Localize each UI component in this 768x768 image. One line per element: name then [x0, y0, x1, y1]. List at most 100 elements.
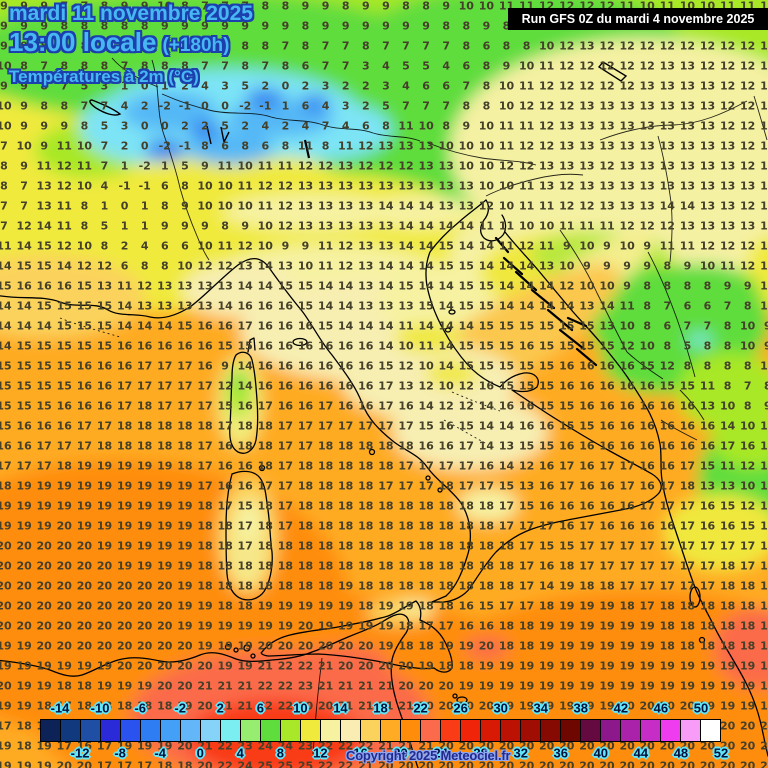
grid-temperature-value: 8 [0, 159, 8, 173]
grid-temperature-value: 12 [639, 219, 655, 233]
grid-temperature-value: -1 [178, 139, 192, 153]
grid-temperature-value: 13 [599, 179, 615, 193]
grid-temperature-value: 17 [96, 739, 113, 753]
model-run-info-box: Run GFS 0Z du mardi 4 novembre 2025 [508, 8, 768, 30]
grid-temperature-value: 18 [257, 499, 273, 513]
grid-temperature-value: 13 [358, 239, 374, 253]
grid-temperature-value: 9 [462, 119, 471, 133]
grid-temperature-value: 17 [398, 479, 414, 493]
grid-temperature-value: 18 [137, 399, 153, 413]
grid-temperature-value: 0 [281, 79, 290, 93]
grid-temperature-value: 8 [462, 39, 471, 53]
grid-temperature-value: 19 [157, 539, 173, 553]
grid-temperature-value: 19 [76, 499, 93, 513]
grid-temperature-value: 19 [378, 619, 394, 633]
grid-temperature-value: 20 [56, 519, 72, 533]
grid-temperature-value: 16 [217, 439, 233, 453]
grid-temperature-value: 11 [76, 159, 93, 173]
grid-temperature-value: 16 [659, 399, 675, 413]
grid-temperature-value: 13 [579, 39, 595, 53]
grid-temperature-value: 9 [201, 219, 209, 233]
grid-temperature-value: 18 [418, 499, 434, 513]
grid-temperature-value: 12 [579, 59, 595, 73]
grid-temperature-value: 16 [36, 279, 52, 293]
grid-temperature-value: 14 [237, 279, 253, 293]
grid-temperature-value: 14 [137, 319, 153, 333]
grid-temperature-value: 20 [96, 559, 113, 573]
scale-label-above: -14 [50, 700, 70, 716]
grid-temperature-value: 18 [719, 639, 736, 653]
grid-temperature-value: 17 [438, 619, 454, 633]
grid-temperature-value: 8 [160, 259, 169, 273]
grid-temperature-value: 7 [663, 299, 672, 313]
grid-temperature-value: 19 [599, 619, 615, 633]
grid-temperature-value: 21 [237, 679, 253, 693]
grid-temperature-value: 18 [358, 559, 374, 573]
grid-temperature-value: 14 [418, 259, 434, 273]
grid-temperature-value: 8 [281, 139, 290, 153]
grid-temperature-value: 14 [659, 199, 675, 213]
grid-temperature-value: 12 [740, 159, 756, 173]
grid-temperature-value: 18 [358, 459, 374, 473]
grid-temperature-value: 19 [559, 599, 575, 613]
grid-temperature-value: 17 [36, 439, 52, 453]
grid-temperature-value: 15 [16, 399, 32, 413]
grid-temperature-value: 20 [418, 699, 434, 713]
grid-temperature-value: 14 [116, 299, 133, 313]
grid-temperature-value: 5 [181, 159, 189, 173]
grid-temperature-value: 21 [418, 739, 434, 753]
grid-temperature-value: 16 [358, 339, 374, 353]
grid-temperature-value: 2 [181, 119, 189, 133]
grid-temperature-value: 9 [221, 359, 229, 373]
grid-temperature-value: 20 [639, 739, 655, 753]
grid-temperature-value: 19 [619, 659, 635, 673]
grid-temperature-value: 15 [76, 339, 93, 353]
grid-temperature-value: 10 [157, 0, 173, 13]
grid-temperature-value: 9 [361, 0, 370, 13]
grid-temperature-value: -2 [138, 159, 151, 173]
grid-temperature-value: 18 [699, 599, 716, 613]
grid-temperature-value: 9 [623, 279, 631, 293]
grid-temperature-value: 13 [398, 379, 414, 393]
grid-temperature-value: 8 [422, 0, 430, 13]
grid-temperature-value: 8 [60, 39, 69, 53]
grid-temperature-value: 17 [277, 479, 294, 493]
grid-temperature-value: 13 [679, 219, 696, 233]
grid-temperature-value: 7 [0, 139, 8, 153]
grid-temperature-value: 9 [160, 19, 169, 33]
grid-temperature-value: 16 [619, 399, 635, 413]
grid-temperature-value: 19 [760, 679, 768, 693]
grid-temperature-value: 20 [498, 739, 515, 753]
grid-temperature-value: 16 [478, 379, 495, 393]
grid-temperature-value: 19 [338, 619, 354, 633]
grid-temperature-value: 21 [358, 759, 374, 768]
grid-temperature-value: 4 [140, 239, 149, 253]
grid-temperature-value: 10 [740, 339, 756, 353]
grid-temperature-value: 15 [458, 339, 474, 353]
grid-temperature-value: 10 [458, 159, 474, 173]
grid-temperature-value: 17 [398, 419, 414, 433]
grid-temperature-value: 17 [599, 459, 615, 473]
grid-temperature-value: 19 [719, 699, 736, 713]
grid-temperature-value: 19 [237, 639, 253, 653]
grid-temperature-value: 4 [120, 99, 129, 113]
grid-temperature-value: 20 [760, 759, 768, 768]
grid-temperature-value: 16 [679, 419, 696, 433]
grid-temperature-value: 20 [116, 579, 133, 593]
grid-temperature-value: 17 [518, 579, 535, 593]
scale-label-above: 30 [493, 700, 508, 716]
grid-temperature-value: 8 [723, 379, 732, 393]
grid-temperature-value: 18 [679, 479, 696, 493]
scale-label-above: 38 [573, 700, 589, 716]
grid-temperature-value: 8 [100, 39, 109, 53]
grid-temperature-value: 13 [699, 399, 716, 413]
grid-temperature-value: 17 [559, 459, 575, 473]
grid-temperature-value: 8 [160, 199, 169, 213]
grid-temperature-value: 16 [539, 499, 555, 513]
grid-temperature-value: 20 [56, 759, 72, 768]
grid-temperature-value: 15 [498, 319, 515, 333]
grid-temperature-value: 19 [518, 659, 535, 673]
grid-temperature-value: 16 [96, 399, 113, 413]
grid-temperature-value: 13 [740, 219, 756, 233]
grid-temperature-value: 8 [703, 279, 712, 293]
